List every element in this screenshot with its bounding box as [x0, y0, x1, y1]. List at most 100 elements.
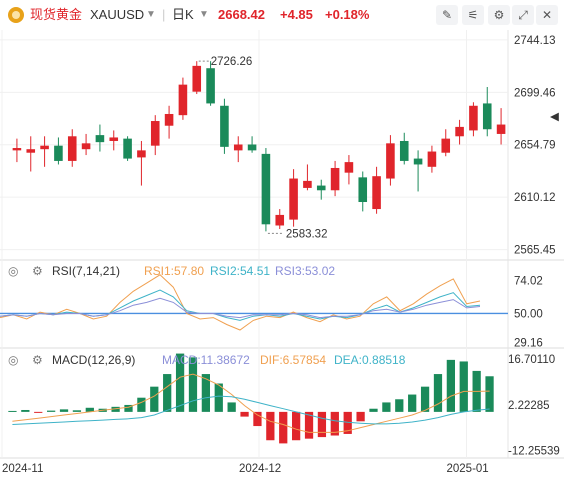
macd-tick-label: -12.25539 — [508, 446, 560, 458]
rsi-line-1 — [0, 274, 481, 331]
rsi-tick-label: 74.02 — [514, 275, 543, 287]
candle-body — [482, 103, 492, 130]
rsi-value-2: RSI2:54.51 — [210, 264, 270, 278]
x-tick-label: 2025-01 — [447, 463, 489, 475]
period-selector[interactable]: 日K — [172, 7, 194, 22]
candle-body — [469, 105, 478, 131]
macd-bar — [408, 394, 417, 412]
macd-bar — [150, 386, 159, 412]
candle-body — [220, 105, 229, 147]
macd-dif-line — [12, 373, 490, 433]
macd-bar — [317, 411, 327, 438]
scroll-right-icon[interactable]: ◀ — [550, 111, 560, 123]
macd-bar — [124, 404, 133, 412]
macd-bar — [433, 374, 443, 412]
price-tick-label: 2610.12 — [514, 192, 556, 204]
candle-body — [330, 167, 340, 191]
macd-bar — [34, 411, 43, 413]
macd-settings-icon: ⚙ — [32, 353, 43, 367]
chart-toolbar: 现货黄金 XAUUSD ▼ | 日K ▼ 2668.42 +4.85 +0.18… — [0, 0, 564, 30]
macd-bar — [459, 361, 468, 412]
macd-bar — [163, 374, 172, 412]
toolbar-divider: | — [162, 7, 166, 22]
indicator-icon[interactable]: ⚟ — [462, 5, 484, 25]
macd-bar — [59, 409, 69, 412]
macd-bar — [201, 374, 210, 412]
candle-body — [150, 121, 160, 146]
macd-bar — [188, 357, 198, 412]
expand-icon[interactable]: ⤢ — [512, 5, 534, 25]
candle-body — [413, 158, 423, 165]
symbol-label[interactable]: XAUUSD — [90, 7, 145, 22]
macd-bar — [8, 410, 17, 412]
candle-body — [261, 153, 271, 225]
price-change: +4.85 — [280, 7, 313, 22]
period-dropdown-icon[interactable]: ▼ — [199, 9, 209, 20]
candle-body — [316, 185, 326, 191]
price-change-percent: +0.18% — [325, 7, 370, 22]
rsi-line-2 — [0, 289, 481, 321]
settings-icon[interactable]: ⚙ — [488, 5, 510, 25]
macd-bar — [304, 411, 314, 439]
macd-bar — [330, 411, 339, 436]
instrument-name[interactable]: 现货黄金 — [30, 7, 83, 22]
candle-body — [358, 177, 368, 203]
macd-bar — [369, 408, 378, 412]
candle-body — [40, 145, 49, 150]
high-annotation: 2726.26 — [211, 56, 253, 68]
macd-bar — [214, 383, 223, 412]
macd-value-macd: MACD:11.38672 — [162, 353, 250, 367]
price-pane: 2726.26 2583.32 — [12, 56, 506, 240]
rsi-settings-icon: ⚙ — [32, 264, 43, 278]
candle-body — [399, 140, 409, 161]
macd-bar — [240, 411, 249, 417]
axis-labels: 2024-11 2024-12 2025-01 2744.13 2699.46 2654.… — [2, 35, 560, 475]
macd-bar — [356, 411, 365, 422]
macd-bar — [175, 353, 185, 412]
candle-body — [206, 68, 215, 104]
rsi-value-1: RSI1:57.80 — [144, 264, 204, 278]
candle-body — [178, 84, 188, 116]
macd-bar — [227, 402, 236, 412]
macd-bar — [395, 399, 404, 412]
x-tick-label: 2024-12 — [239, 463, 281, 475]
rsi-line-3 — [0, 297, 481, 319]
candle-body — [496, 124, 506, 134]
candle-body — [164, 113, 174, 126]
macd-bar — [72, 410, 82, 412]
price-tick-label: 2565.45 — [514, 245, 556, 257]
macd-bar — [279, 411, 288, 444]
macd-bar — [21, 409, 30, 412]
candle-body — [81, 143, 91, 150]
close-icon[interactable]: ✕ — [536, 5, 558, 25]
candle-body — [289, 178, 298, 220]
price-tick-label: 2699.46 — [514, 87, 556, 99]
candle-body — [12, 148, 22, 151]
rsi-pane — [0, 274, 508, 331]
candle-body — [137, 150, 146, 158]
rsi-tick-label: 29.16 — [514, 337, 543, 349]
macd-bar — [111, 406, 120, 412]
last-price: 2668.42 — [218, 7, 265, 22]
macd-bar — [85, 407, 94, 412]
candle-body — [109, 137, 119, 141]
macd-bar — [343, 411, 352, 434]
macd-bar — [446, 359, 455, 412]
candle-body — [344, 162, 354, 173]
price-tick-label: 2654.79 — [514, 140, 556, 152]
macd-bar — [266, 411, 275, 441]
low-annotation: 2583.32 — [286, 228, 328, 240]
candle-body — [95, 135, 105, 143]
candle-body — [275, 214, 285, 226]
candle-body — [233, 144, 243, 151]
candle-body — [386, 143, 395, 179]
macd-bar — [420, 386, 430, 412]
x-tick-label: 2024-11 — [2, 463, 43, 475]
rsi-value-3: RSI3:53.02 — [275, 264, 335, 278]
draw-line-icon[interactable]: ✎ — [436, 5, 458, 25]
candle-body — [123, 138, 132, 159]
candle-body — [54, 145, 63, 161]
candle-body — [26, 149, 36, 153]
symbol-dropdown-icon[interactable]: ▼ — [146, 9, 156, 20]
